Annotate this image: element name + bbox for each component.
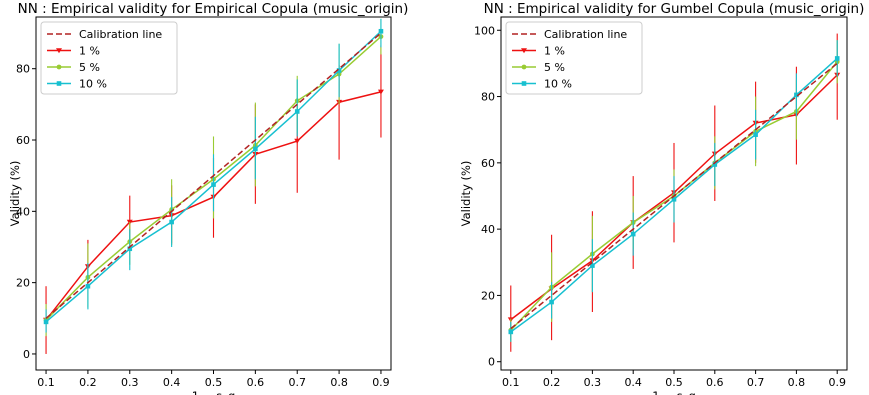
legend-item: 1 % [47,45,100,58]
x-tick-label: 0.7 [747,376,765,389]
legend-box [40,21,178,95]
series-line [510,62,838,330]
legend-marker [56,48,62,54]
legend-item: 10 % [512,78,572,91]
y-tick-label: 80 [16,63,30,76]
x-tick-label: 0.3 [121,376,139,389]
x-tick-label: 0.6 [247,376,265,389]
x-tick-label: 0.2 [543,376,561,389]
legend-label: 1 % [544,45,565,58]
x-tick-label: 0.3 [584,376,602,389]
legend-marker [521,64,527,70]
data-point [253,146,258,152]
y-tick-label: 20 [481,289,495,302]
chart-title: NN : Empirical validity for Gumbel Copul… [484,1,865,17]
data-point [508,329,514,335]
y-axis-ticks: 0 20 40 60 80 [16,63,36,361]
data-point [294,109,300,114]
legend: Calibration line 1 % 5 % 10 % [40,21,178,95]
data-point [85,283,91,289]
data-point [834,56,840,61]
x-tick-label: 0.8 [788,376,806,389]
x-tick-label: 0.8 [330,376,348,389]
y-tick-label: 60 [481,157,495,170]
y-tick-label: 60 [16,134,30,147]
x-tick-label: 0.9 [372,376,390,389]
data-point [211,182,216,187]
data-point [590,263,595,268]
data-point [336,68,342,73]
legend-label: 1 % [79,45,100,58]
y-tick-label: 40 [481,223,495,236]
data-point [753,132,758,137]
y-tick-label: 80 [481,91,495,104]
data-point [712,162,718,167]
legend-label: Calibration line [79,28,162,41]
legend-marker [521,48,527,54]
legend-label: 5 % [544,61,565,74]
data-point [549,299,554,305]
data-point [377,89,384,95]
x-tick-label: 0.9 [828,376,846,389]
series-10-percent [43,18,384,333]
x-tick-label: 0.2 [79,376,97,389]
data-point [127,246,133,252]
y-axis-label: Validity (%) [459,161,473,227]
series-10-percent [508,40,840,342]
y-axis-ticks: 0 20 40 60 80 100 [474,24,501,369]
series-line [45,32,382,319]
data-point [378,28,384,34]
y-tick-label: 100 [474,24,495,37]
legend-label: 5 % [79,61,100,74]
x-axis-label: 1 − ε_g [652,389,696,395]
data-point [43,319,49,325]
x-axis-ticks: 0.1 0.2 0.3 0.4 0.5 0.6 0.7 0.8 0.9 [37,370,390,389]
y-tick-label: 20 [16,277,30,290]
chart-panel-gumbel-copula: NN : Empirical validity for Gumbel Copul… [459,1,864,395]
x-tick-label: 0.4 [624,376,642,389]
y-tick-label: 40 [16,205,30,218]
x-tick-label: 0.1 [502,376,520,389]
legend-marker [56,81,62,86]
data-point [169,219,174,225]
x-tick-label: 0.6 [706,376,724,389]
legend-item: 5 % [512,61,565,74]
legend-item: Calibration line [47,28,162,41]
legend-label: 10 % [544,78,572,91]
legend-item: Calibration line [512,28,627,41]
chart-panel-empirical-copula: NN : Empirical validity for Empirical Co… [8,1,408,395]
y-tick-label: 0 [23,348,30,361]
x-axis-label: 1 − ε_g [192,389,236,395]
series-calibration-line [510,62,838,330]
legend-item: 1 % [512,45,565,58]
data-point [794,92,799,98]
series-calibration-line [45,32,382,319]
chart-title: NN : Empirical validity for Empirical Co… [18,1,409,17]
x-axis-ticks: 0.1 0.2 0.3 0.4 0.5 0.6 0.7 0.8 0.9 [502,370,846,389]
legend-item: 10 % [47,78,107,91]
x-tick-label: 0.5 [665,376,683,389]
data-point [630,231,636,237]
x-tick-label: 0.1 [37,376,55,389]
x-tick-label: 0.7 [288,376,306,389]
legend-marker [56,64,62,70]
y-tick-label: 0 [488,356,495,369]
data-point [671,197,677,202]
legend-box [505,21,643,95]
x-tick-label: 0.5 [205,376,223,389]
y-axis-label: Validity (%) [8,161,22,227]
legend-label: Calibration line [544,28,627,41]
legend: Calibration line 1 % 5 % 10 % [505,21,643,95]
x-tick-label: 0.4 [163,376,181,389]
data-point [294,138,301,144]
legend-label: 10 % [79,78,107,91]
legend-item: 5 % [47,61,100,74]
legend-marker [521,81,527,86]
